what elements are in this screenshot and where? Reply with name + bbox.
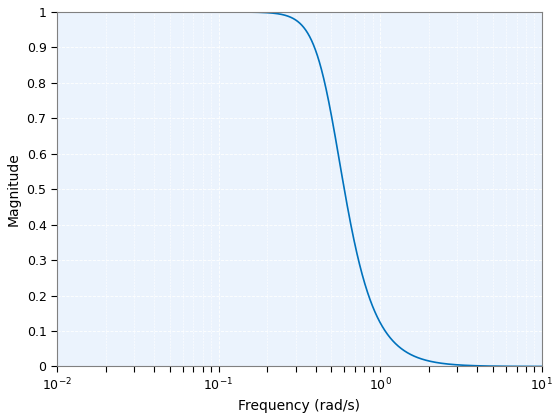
- Y-axis label: Magnitude: Magnitude: [7, 152, 21, 226]
- X-axis label: Frequency (rad/s): Frequency (rad/s): [239, 399, 360, 413]
